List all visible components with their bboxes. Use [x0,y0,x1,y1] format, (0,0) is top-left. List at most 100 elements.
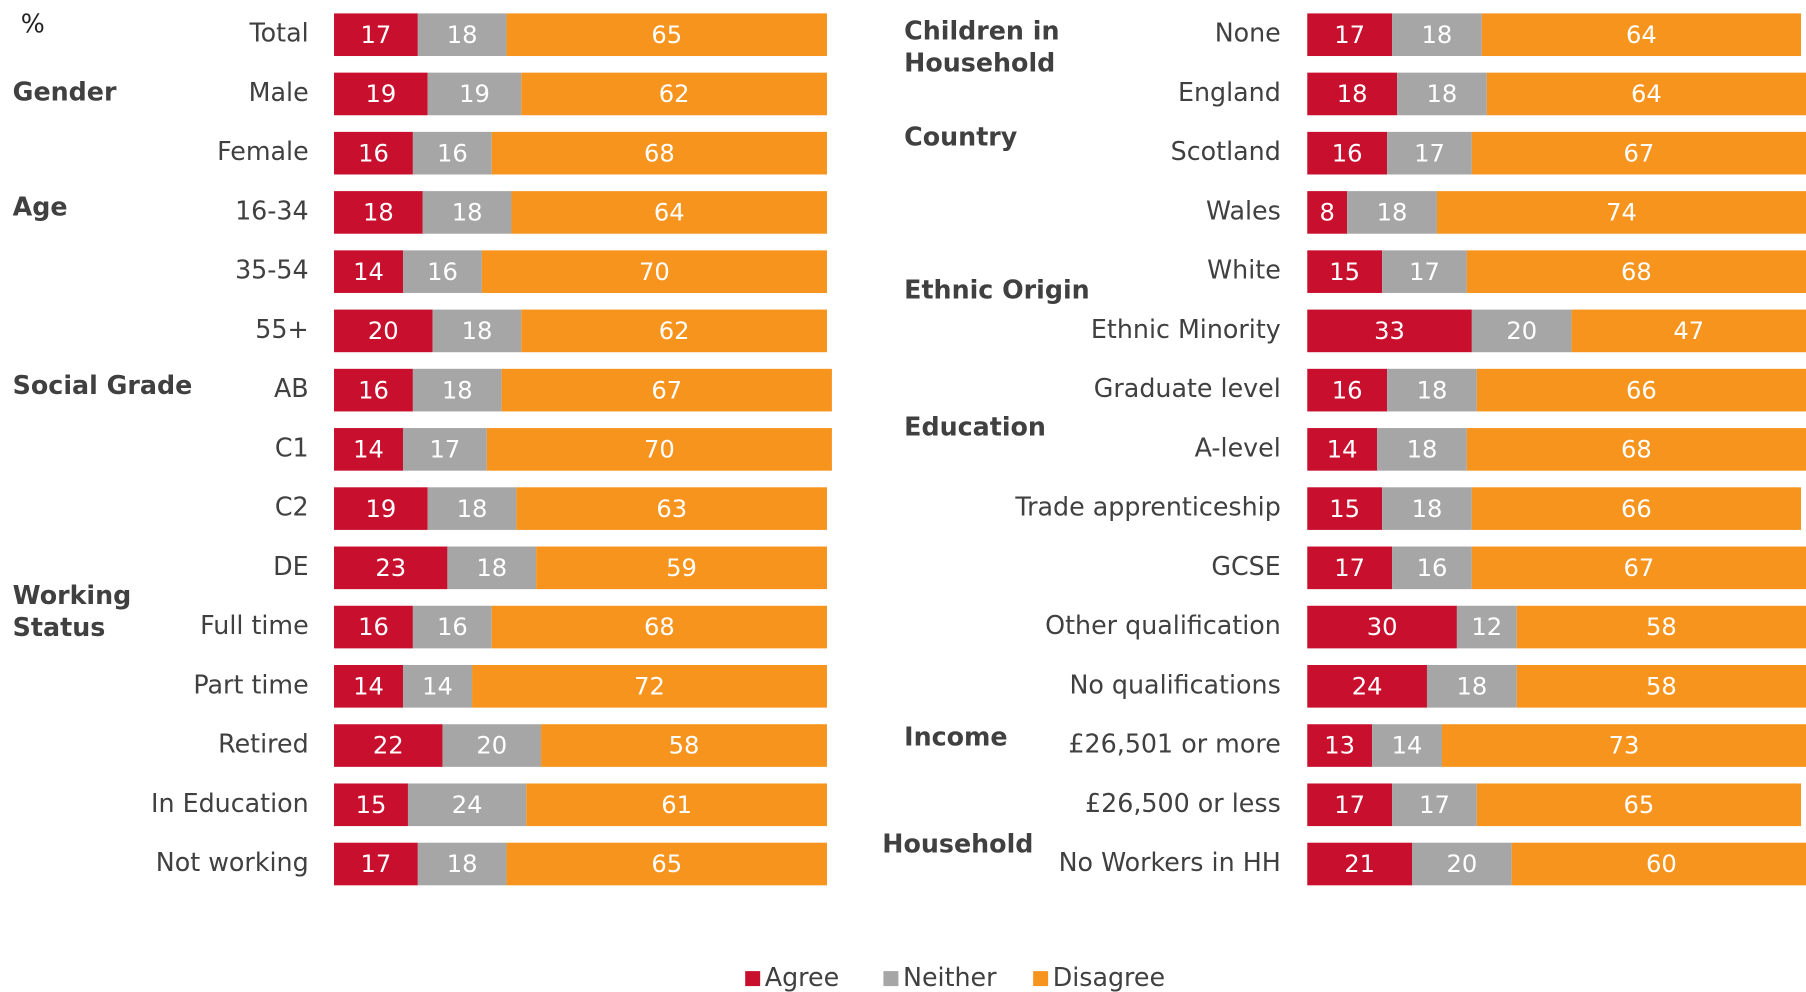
category-label: Retired [218,729,309,759]
group-label: Education [904,412,1046,442]
value-label: 68 [1621,436,1652,464]
bar-segment [403,250,482,293]
bar-segment [1392,13,1482,57]
group-label: Household [882,829,1033,859]
bar-segment [526,783,827,827]
bar-segment [1307,724,1373,767]
bar-segment [334,250,404,293]
bar-segment [486,428,832,471]
bar-segment [1382,250,1467,293]
category-label: Female [217,136,309,166]
bar-segment [1436,191,1806,234]
bar-segment [481,250,827,293]
bar-segment [334,487,428,530]
value-label: 14 [1327,436,1358,464]
bar-segment [1516,665,1806,708]
bar-segment [1456,605,1517,649]
bar-segment [1392,783,1477,827]
group-label: Working [13,580,132,610]
bar-segment [1307,487,1383,530]
value-label: 18 [1407,436,1438,464]
value-label: 16 [1332,139,1363,167]
value-label: 16 [437,613,468,641]
bar-segment [1307,605,1457,649]
value-label: 66 [1626,376,1657,404]
value-label: 18 [1422,21,1453,49]
bar-segment [1307,665,1427,708]
category-label: £26,501 or more [1068,729,1280,759]
bar-segment [334,665,404,708]
bar-segment [1481,13,1802,57]
legend-swatch [745,971,761,987]
bar-segment [472,665,827,708]
bar-segment [1387,368,1477,412]
group-label: Children in [904,15,1059,45]
value-label: 14 [422,672,453,700]
bar-segment [511,191,827,234]
value-label: 70 [644,436,675,464]
bar-segment [1476,368,1806,412]
legend-swatch [883,971,899,987]
bar-segment [506,13,827,57]
value-label: 64 [654,199,685,227]
value-label: 18 [1337,80,1368,108]
value-label: 20 [368,317,399,345]
bar-segment [334,309,433,353]
group-label: Country [904,121,1018,151]
value-label: 74 [1606,199,1637,227]
value-label: 20 [1506,317,1537,345]
bar-segment [334,13,418,57]
bar-segment [447,546,537,590]
bar-segment [1466,428,1806,471]
value-label: 14 [353,436,384,464]
bar-segment [1441,724,1806,767]
category-label: Total [249,18,309,48]
category-label: In Education [151,788,309,818]
value-label: 67 [651,376,682,404]
value-label: 18 [447,21,478,49]
category-label: 35-54 [235,255,309,285]
legend-swatch [1033,971,1049,987]
bar-segment [491,131,827,175]
value-label: 68 [644,613,675,641]
bar-segment [1307,428,1378,471]
bar-segment [334,842,418,886]
value-label: 68 [644,139,675,167]
value-label: 17 [361,21,392,49]
value-label: 70 [639,258,670,286]
value-label: 73 [1609,732,1640,760]
bar-segment [1426,665,1517,708]
value-label: 16 [1332,376,1363,404]
value-label: 22 [373,732,404,760]
bar-segment [1307,783,1393,827]
value-label: 30 [1367,613,1398,641]
bar-segment [1307,309,1472,353]
group-label: Gender [13,76,117,106]
group-label: Income [904,721,1007,751]
group-label: Ethnic Origin [904,275,1090,305]
category-label: 16-34 [235,195,309,225]
bar-segment [1307,842,1413,886]
bar-segment [1382,487,1472,530]
bar-segment [541,724,827,767]
category-label: A-level [1195,432,1281,462]
legend-label: Neither [903,962,997,992]
bar-segment [501,368,832,412]
bar-segment [427,487,517,530]
value-label: 17 [361,850,392,878]
bar-segment [412,605,492,649]
category-label: AB [274,373,309,403]
value-label: 18 [476,554,507,582]
bar-segment [491,605,827,649]
bar-segment [1307,13,1393,57]
bar-segment [521,72,827,116]
value-label: 15 [356,791,387,819]
bar-segment [442,724,542,767]
value-label: 17 [1334,791,1365,819]
value-label: 14 [353,258,384,286]
category-label: Trade apprenticeship [1014,492,1280,522]
value-label: 24 [452,791,483,819]
bar-segment [417,842,507,886]
bar-segment [334,131,413,175]
bar-segment [516,487,827,530]
